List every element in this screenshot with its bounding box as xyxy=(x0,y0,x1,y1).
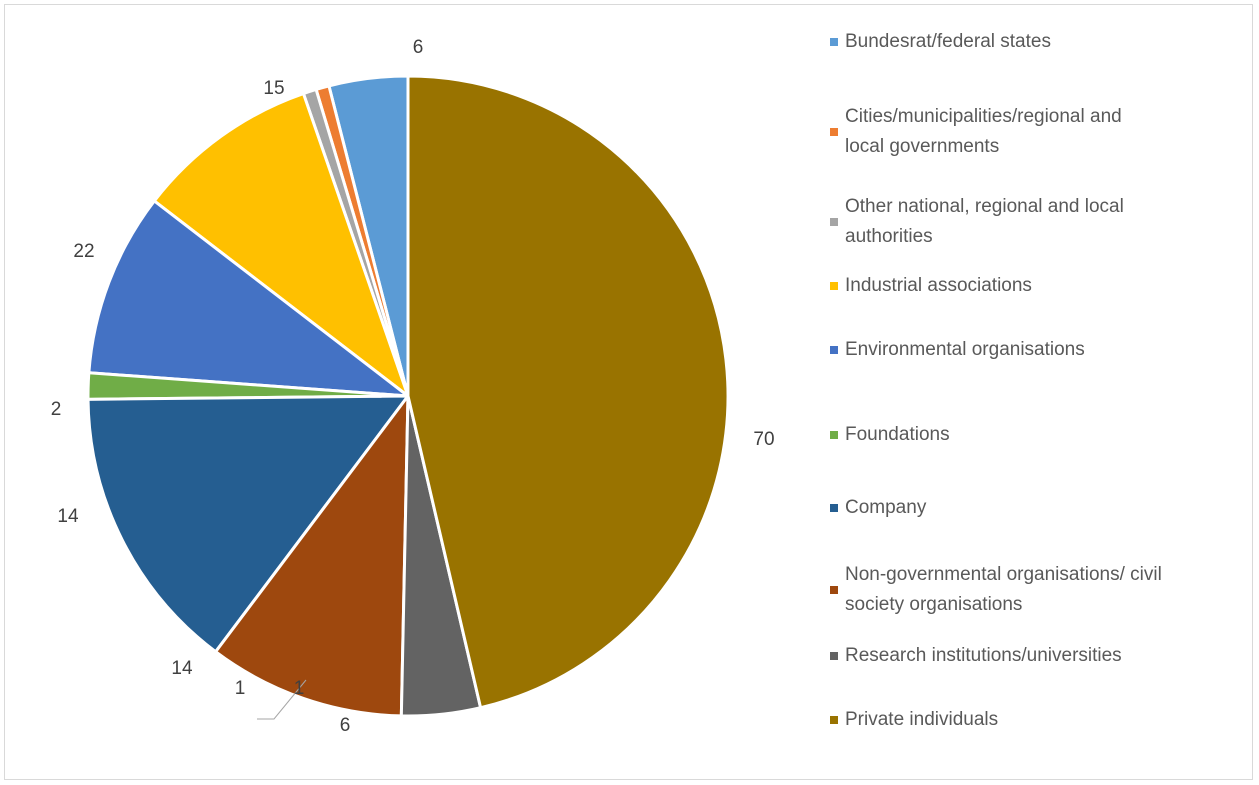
legend-label-line: local governments xyxy=(845,136,1000,157)
leader-lines xyxy=(257,679,307,720)
legend-swatch xyxy=(830,38,838,46)
legend-label-line: Bundesrat/federal states xyxy=(845,31,1051,52)
legend-swatch xyxy=(830,282,838,290)
legend-label: Bundesrat/federal states xyxy=(845,27,1051,57)
data-label-industrial-associations: 14 xyxy=(171,658,193,679)
legend-label-line: Other national, regional and local xyxy=(845,196,1124,217)
legend-label: Other national, regional and local author… xyxy=(845,192,1124,252)
legend-label: Private individuals xyxy=(845,705,998,735)
legend-label: Company xyxy=(845,493,926,523)
legend-label-line: Environmental organisations xyxy=(845,339,1085,360)
legend-swatch xyxy=(830,218,838,226)
legend-swatch xyxy=(830,504,838,512)
data-label-environmental-organisations: 14 xyxy=(57,506,79,527)
legend-label: Cities/municipalities/regional and local … xyxy=(845,102,1122,162)
legend: Bundesrat/federal states Cities/municipal… xyxy=(830,0,1250,785)
legend-swatch xyxy=(830,716,838,724)
legend-label-line: Cities/municipalities/regional and xyxy=(845,106,1122,127)
data-label-foundations: 2 xyxy=(51,399,62,420)
legend-label: Research institutions/universities xyxy=(845,641,1122,671)
pie-slice-environmental-organisations xyxy=(87,198,413,398)
data-label-bundesrat-federal-states: 6 xyxy=(340,715,351,736)
legend-label-line: Company xyxy=(845,497,927,518)
legend-label-line: authorities xyxy=(845,226,933,247)
legend-swatch xyxy=(830,431,838,439)
legend-swatch xyxy=(830,586,838,594)
pie-slices xyxy=(86,74,730,718)
pie-slice-industrial-associations xyxy=(152,91,412,401)
legend-swatch xyxy=(830,652,838,660)
legend-label: Foundations xyxy=(845,420,950,450)
data-label-company: 22 xyxy=(73,241,94,262)
legend-label: Environmental organisations xyxy=(845,335,1085,365)
data-label-private-individuals: 70 xyxy=(753,429,774,450)
legend-label-line: society organisations xyxy=(845,594,1023,615)
pie-slice-company xyxy=(86,394,412,654)
data-label-non-governmental-organisations-civil-society-organisations: 15 xyxy=(263,78,284,99)
legend-label-line: Research institutions/universities xyxy=(845,645,1122,666)
data-label-other-national-regional-and-local-authorities: 1 xyxy=(235,678,246,699)
legend-swatch xyxy=(830,128,838,136)
data-label-research-institutions-universities: 6 xyxy=(413,37,424,58)
legend-label: Non-governmental organisations/ civil soc… xyxy=(845,560,1162,620)
legend-label-line: Private individuals xyxy=(845,709,999,730)
pie-slice-non-governmental-organisations-civil-society-organisations xyxy=(213,391,410,718)
legend-swatch xyxy=(830,346,838,354)
data-label-cities-municipalities-regional-and-local-governments: 1 xyxy=(294,678,305,699)
pie-slice-private-individuals xyxy=(406,74,730,710)
legend-label-line: Non-governmental organisations/ civil xyxy=(845,564,1162,585)
legend-label-line: Foundations xyxy=(845,424,950,445)
leader-line-1 xyxy=(257,679,307,720)
legend-label: Industrial associations xyxy=(845,271,1032,301)
legend-label-line: Industrial associations xyxy=(845,275,1032,296)
